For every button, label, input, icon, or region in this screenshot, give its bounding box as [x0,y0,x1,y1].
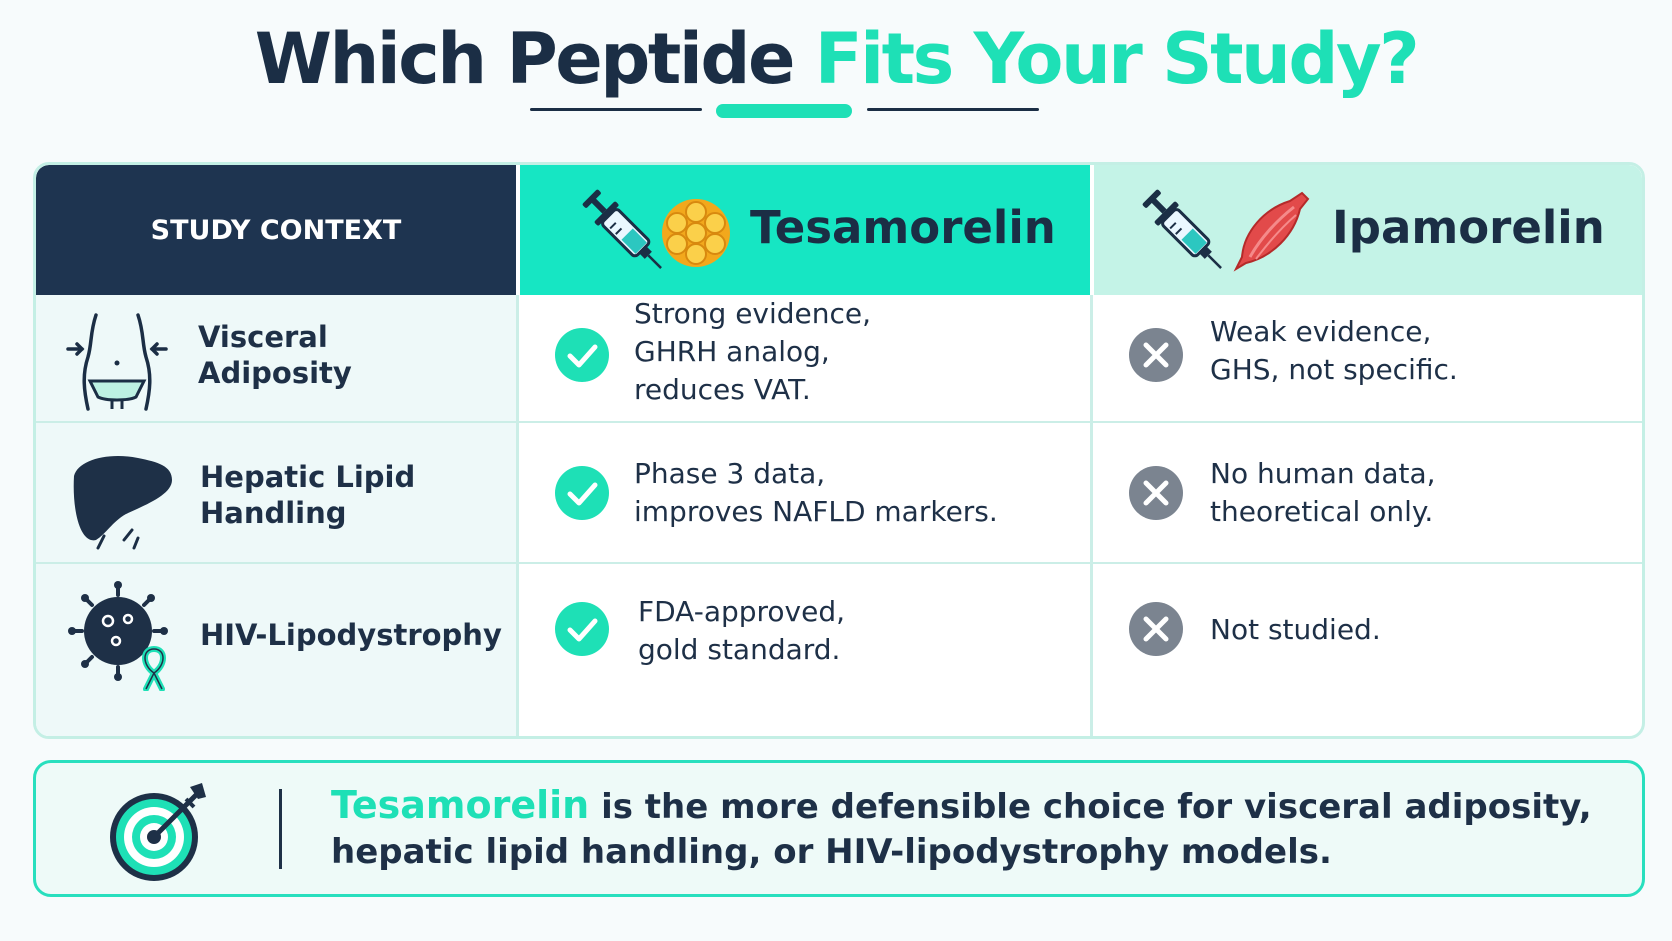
title-underline-center [716,104,852,118]
title-part-2: Fits Your Study? [814,18,1420,100]
comparison-table: STUDY CONTEXT Tesamo [33,162,1645,739]
summary-text: Tesamorelin is the more defensible choic… [331,781,1592,875]
tesamorelin-row-3-text: FDA-approved, gold standard. [638,593,845,669]
column-divider [516,295,519,736]
summary-line-1-rest: is the more defensible choice for viscer… [589,787,1592,827]
tesamorelin-row-1-text: Strong evidence, GHRH analog, reduces VA… [634,295,871,408]
syringe-icon [1142,189,1222,269]
context-label-row-1: Visceral Adiposity [198,320,352,391]
text-line: GHRH analog, [634,334,830,368]
summary-box: Tesamorelin is the more defensible choic… [33,760,1645,897]
ipamorelin-row-2-text: No human data, theoretical only. [1210,455,1436,531]
text-line: GHS, not specific. [1210,352,1458,386]
syringe-icon [582,189,662,269]
text-line: Phase 3 data, [634,457,826,490]
cross-icon [1129,328,1183,382]
check-icon [555,466,609,520]
ipamorelin-row-1-text: Weak evidence, GHS, not specific. [1210,313,1458,389]
header-tesamorelin: Tesamorelin [520,165,1090,295]
virus-ribbon-icon [68,581,168,691]
summary-divider [279,789,282,869]
check-icon [555,328,609,382]
title-underline-left [530,108,702,111]
text-line: theoretical only. [1210,494,1434,528]
text-line: No human data, [1210,457,1436,490]
text-line: gold standard. [638,632,841,666]
text-line: improves NAFLD markers. [634,494,998,528]
row-divider [36,562,1642,564]
title-part-1: Which Peptide [254,18,796,100]
header-study-context: STUDY CONTEXT [36,165,516,295]
ipamorelin-row-3-text: Not studied. [1210,611,1381,649]
target-icon [110,783,206,881]
text-line: FDA-approved, [638,595,846,628]
waist-icon [66,313,168,411]
tesamorelin-label: Tesamorelin [750,201,1056,254]
text-line: reduces VAT. [634,372,811,406]
context-label-row-2: Hepatic Lipid Handling [200,460,416,531]
cross-icon [1129,602,1183,656]
header-ipamorelin: Ipamorelin [1094,165,1642,295]
text-line: Weak evidence, [1210,315,1432,348]
liver-icon [73,456,172,550]
fat-cells-icon [662,199,730,267]
column-divider [1090,295,1093,736]
row-divider [36,421,1642,423]
summary-highlight: Tesamorelin [331,783,590,827]
summary-line-1: Tesamorelin is the more defensible choic… [331,781,1592,830]
title-underline-right [867,108,1039,111]
page-title: Which Peptide Fits Your Study? [0,18,1672,100]
summary-line-2: hepatic lipid handling, or HIV-lipodystr… [331,832,1332,873]
ipamorelin-label: Ipamorelin [1332,201,1605,254]
tesamorelin-row-2-text: Phase 3 data, improves NAFLD markers. [634,455,998,531]
context-label-row-3: HIV-Lipodystrophy [200,618,502,652]
text-line: Not studied. [1210,613,1381,646]
muscle-icon [1233,191,1310,272]
cross-icon [1129,466,1183,520]
check-icon [555,602,609,656]
text-line: Strong evidence, [634,297,872,330]
